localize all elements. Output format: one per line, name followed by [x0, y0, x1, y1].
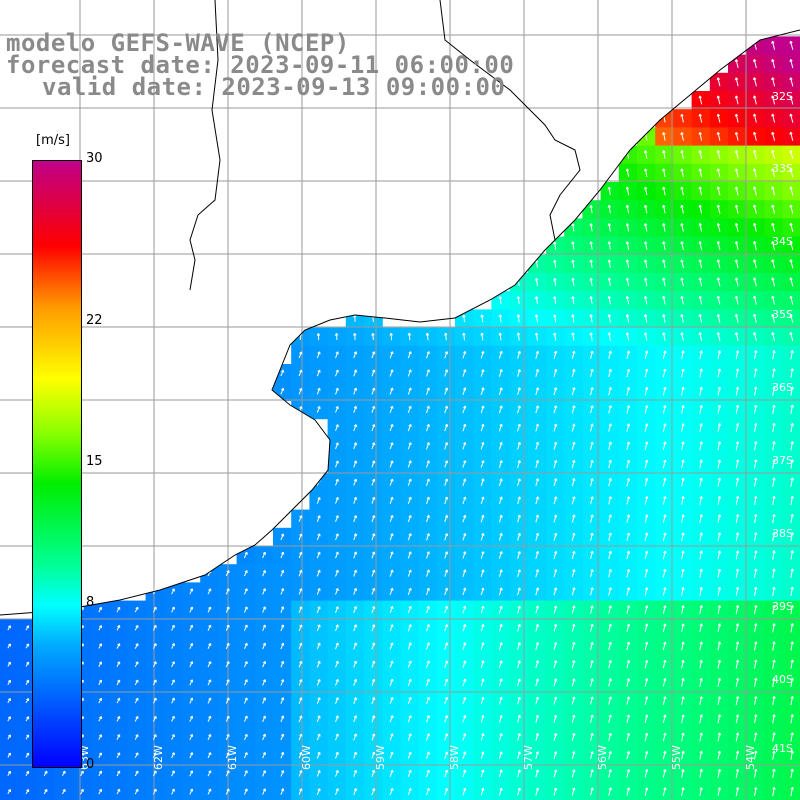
lat-label: 38S: [772, 527, 793, 540]
lat-label: 36S: [772, 381, 793, 394]
lon-label: 58W: [448, 745, 461, 770]
colorbar-tick-0: 0: [86, 757, 95, 772]
lat-label: 40S: [772, 673, 793, 686]
colorbar-tick-8: 8: [86, 595, 95, 611]
lon-label: 57W: [522, 745, 535, 770]
lon-label: 56W: [596, 745, 609, 770]
lat-label: 39S: [772, 600, 793, 613]
lat-label: 35S: [772, 308, 793, 321]
lon-label: 59W: [374, 745, 387, 770]
colorbar: [32, 160, 82, 768]
colorbar-tick-30: 30: [86, 151, 103, 166]
lat-label: 34S: [772, 235, 793, 248]
lon-label: 55W: [670, 745, 683, 770]
lon-label: 62W: [152, 745, 165, 770]
lon-label: 54W: [744, 745, 757, 770]
colorbar-units: [m/s]: [36, 133, 70, 148]
lat-label: 41S: [772, 742, 793, 755]
colorbar-tick-15: 15: [86, 454, 103, 469]
lat-label: 37S: [772, 454, 793, 467]
lat-label: 32S: [772, 90, 793, 103]
lon-label: 60W: [300, 745, 313, 770]
colorbar-tick-22: 22: [86, 312, 103, 328]
lon-label: 61W: [226, 745, 239, 770]
lat-label: 33S: [772, 162, 793, 175]
valid-date: valid date: 2023-09-13 09:00:00: [42, 73, 506, 101]
